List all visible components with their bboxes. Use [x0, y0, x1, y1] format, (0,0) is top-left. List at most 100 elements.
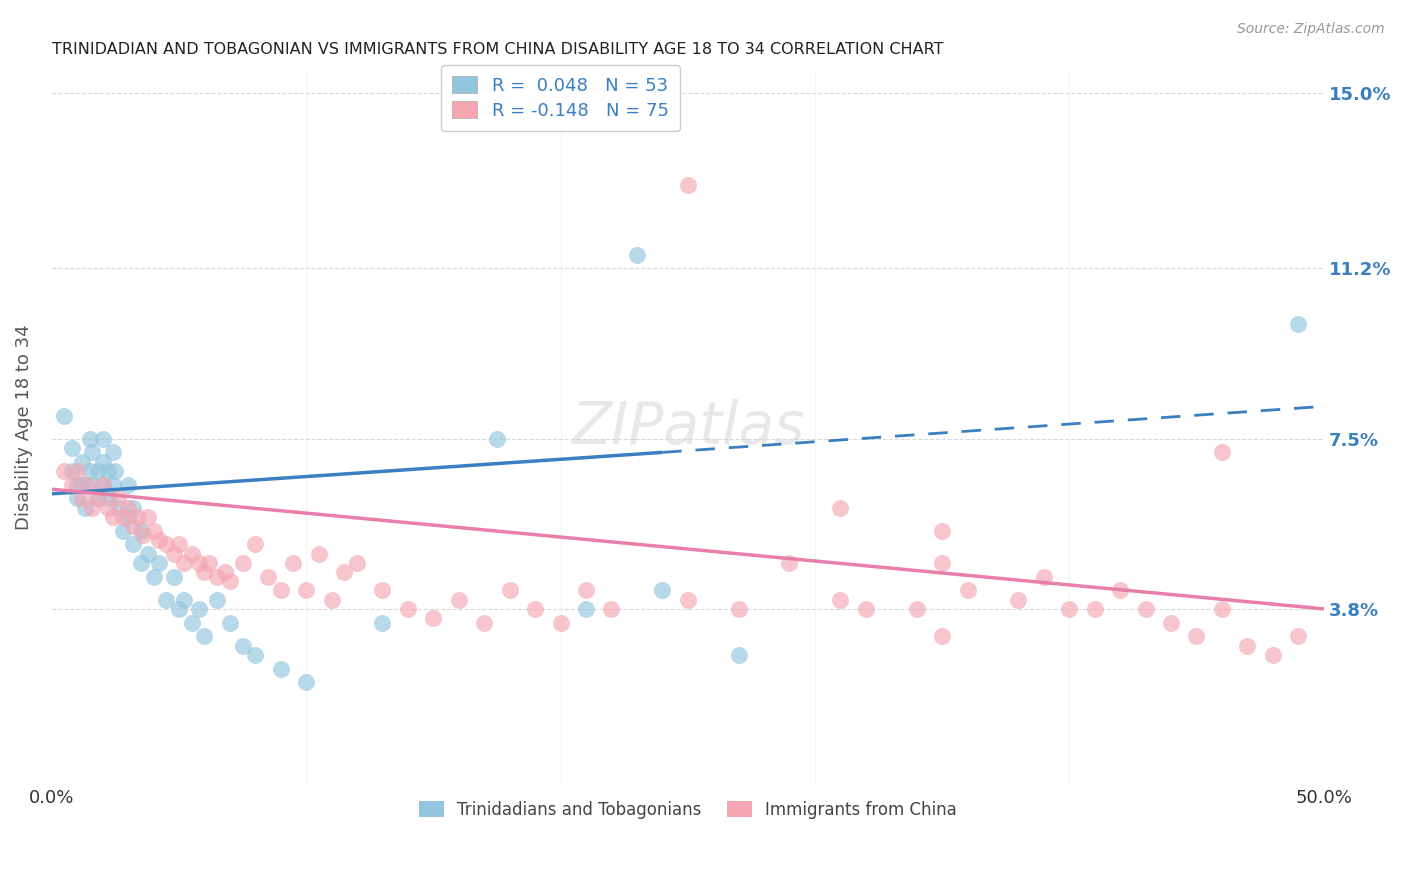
Point: [86, 491, 108, 506]
Point: [60, 464, 83, 478]
Point: [73, 500, 96, 515]
Point: [117, 500, 139, 515]
Text: TRINIDADIAN AND TOBAGONIAN VS IMMIGRANTS FROM CHINA DISABILITY AGE 18 TO 34 CORR: TRINIDADIAN AND TOBAGONIAN VS IMMIGRANTS…: [52, 42, 943, 57]
Point: [111, 509, 134, 524]
Point: [321, 592, 343, 607]
Point: [931, 630, 953, 644]
Point: [855, 602, 877, 616]
Point: [91, 477, 114, 491]
Point: [193, 565, 215, 579]
Point: [1135, 602, 1157, 616]
Point: [1084, 602, 1107, 616]
Point: [163, 547, 186, 561]
Point: [1261, 648, 1284, 662]
Point: [1185, 630, 1208, 644]
Point: [148, 533, 170, 547]
Point: [676, 178, 699, 193]
Point: [79, 464, 101, 478]
Point: [346, 556, 368, 570]
Point: [830, 592, 852, 607]
Point: [575, 602, 598, 616]
Point: [651, 583, 673, 598]
Point: [79, 432, 101, 446]
Point: [1286, 630, 1309, 644]
Point: [472, 615, 495, 630]
Point: [308, 547, 330, 561]
Point: [1032, 569, 1054, 583]
Point: [122, 537, 145, 551]
Point: [245, 537, 267, 551]
Point: [127, 509, 149, 524]
Point: [626, 247, 648, 261]
Point: [142, 524, 165, 538]
Point: [1109, 583, 1132, 598]
Point: [931, 524, 953, 538]
Point: [257, 569, 280, 583]
Point: [188, 556, 211, 570]
Point: [231, 639, 253, 653]
Point: [167, 602, 190, 616]
Point: [138, 509, 160, 524]
Point: [53, 464, 76, 478]
Point: [82, 477, 104, 491]
Point: [111, 524, 134, 538]
Point: [214, 565, 236, 579]
Point: [727, 602, 749, 616]
Point: [727, 648, 749, 662]
Point: [76, 477, 98, 491]
Point: [148, 556, 170, 570]
Point: [97, 491, 120, 506]
Point: [447, 592, 470, 607]
Point: [117, 509, 139, 524]
Point: [138, 547, 160, 561]
Point: [422, 611, 444, 625]
Point: [86, 464, 108, 478]
Point: [72, 454, 94, 468]
Y-axis label: Disability Age 18 to 34: Disability Age 18 to 34: [15, 325, 32, 530]
Point: [1160, 615, 1182, 630]
Point: [180, 547, 202, 561]
Point: [101, 445, 124, 459]
Point: [91, 477, 114, 491]
Point: [270, 583, 292, 598]
Point: [82, 500, 104, 515]
Point: [524, 602, 547, 616]
Point: [231, 556, 253, 570]
Point: [283, 556, 305, 570]
Point: [198, 556, 221, 570]
Point: [60, 477, 83, 491]
Point: [1057, 602, 1080, 616]
Point: [778, 556, 800, 570]
Point: [173, 592, 195, 607]
Point: [107, 491, 129, 506]
Point: [155, 537, 177, 551]
Point: [245, 648, 267, 662]
Point: [270, 662, 292, 676]
Point: [498, 583, 520, 598]
Text: ZIPatlas: ZIPatlas: [571, 399, 804, 456]
Point: [104, 464, 127, 478]
Legend: Trinidadians and Tobagonians, Immigrants from China: Trinidadians and Tobagonians, Immigrants…: [412, 794, 963, 825]
Point: [97, 464, 120, 478]
Point: [122, 500, 145, 515]
Point: [295, 675, 318, 690]
Point: [193, 630, 215, 644]
Point: [1236, 639, 1258, 653]
Point: [163, 569, 186, 583]
Point: [295, 583, 318, 598]
Point: [66, 477, 89, 491]
Point: [956, 583, 979, 598]
Point: [155, 592, 177, 607]
Point: [142, 569, 165, 583]
Point: [218, 615, 240, 630]
Point: [86, 491, 108, 506]
Point: [905, 602, 928, 616]
Point: [82, 445, 104, 459]
Point: [371, 583, 394, 598]
Point: [72, 477, 94, 491]
Point: [91, 454, 114, 468]
Point: [931, 556, 953, 570]
Point: [107, 500, 129, 515]
Point: [129, 556, 152, 570]
Point: [117, 477, 139, 491]
